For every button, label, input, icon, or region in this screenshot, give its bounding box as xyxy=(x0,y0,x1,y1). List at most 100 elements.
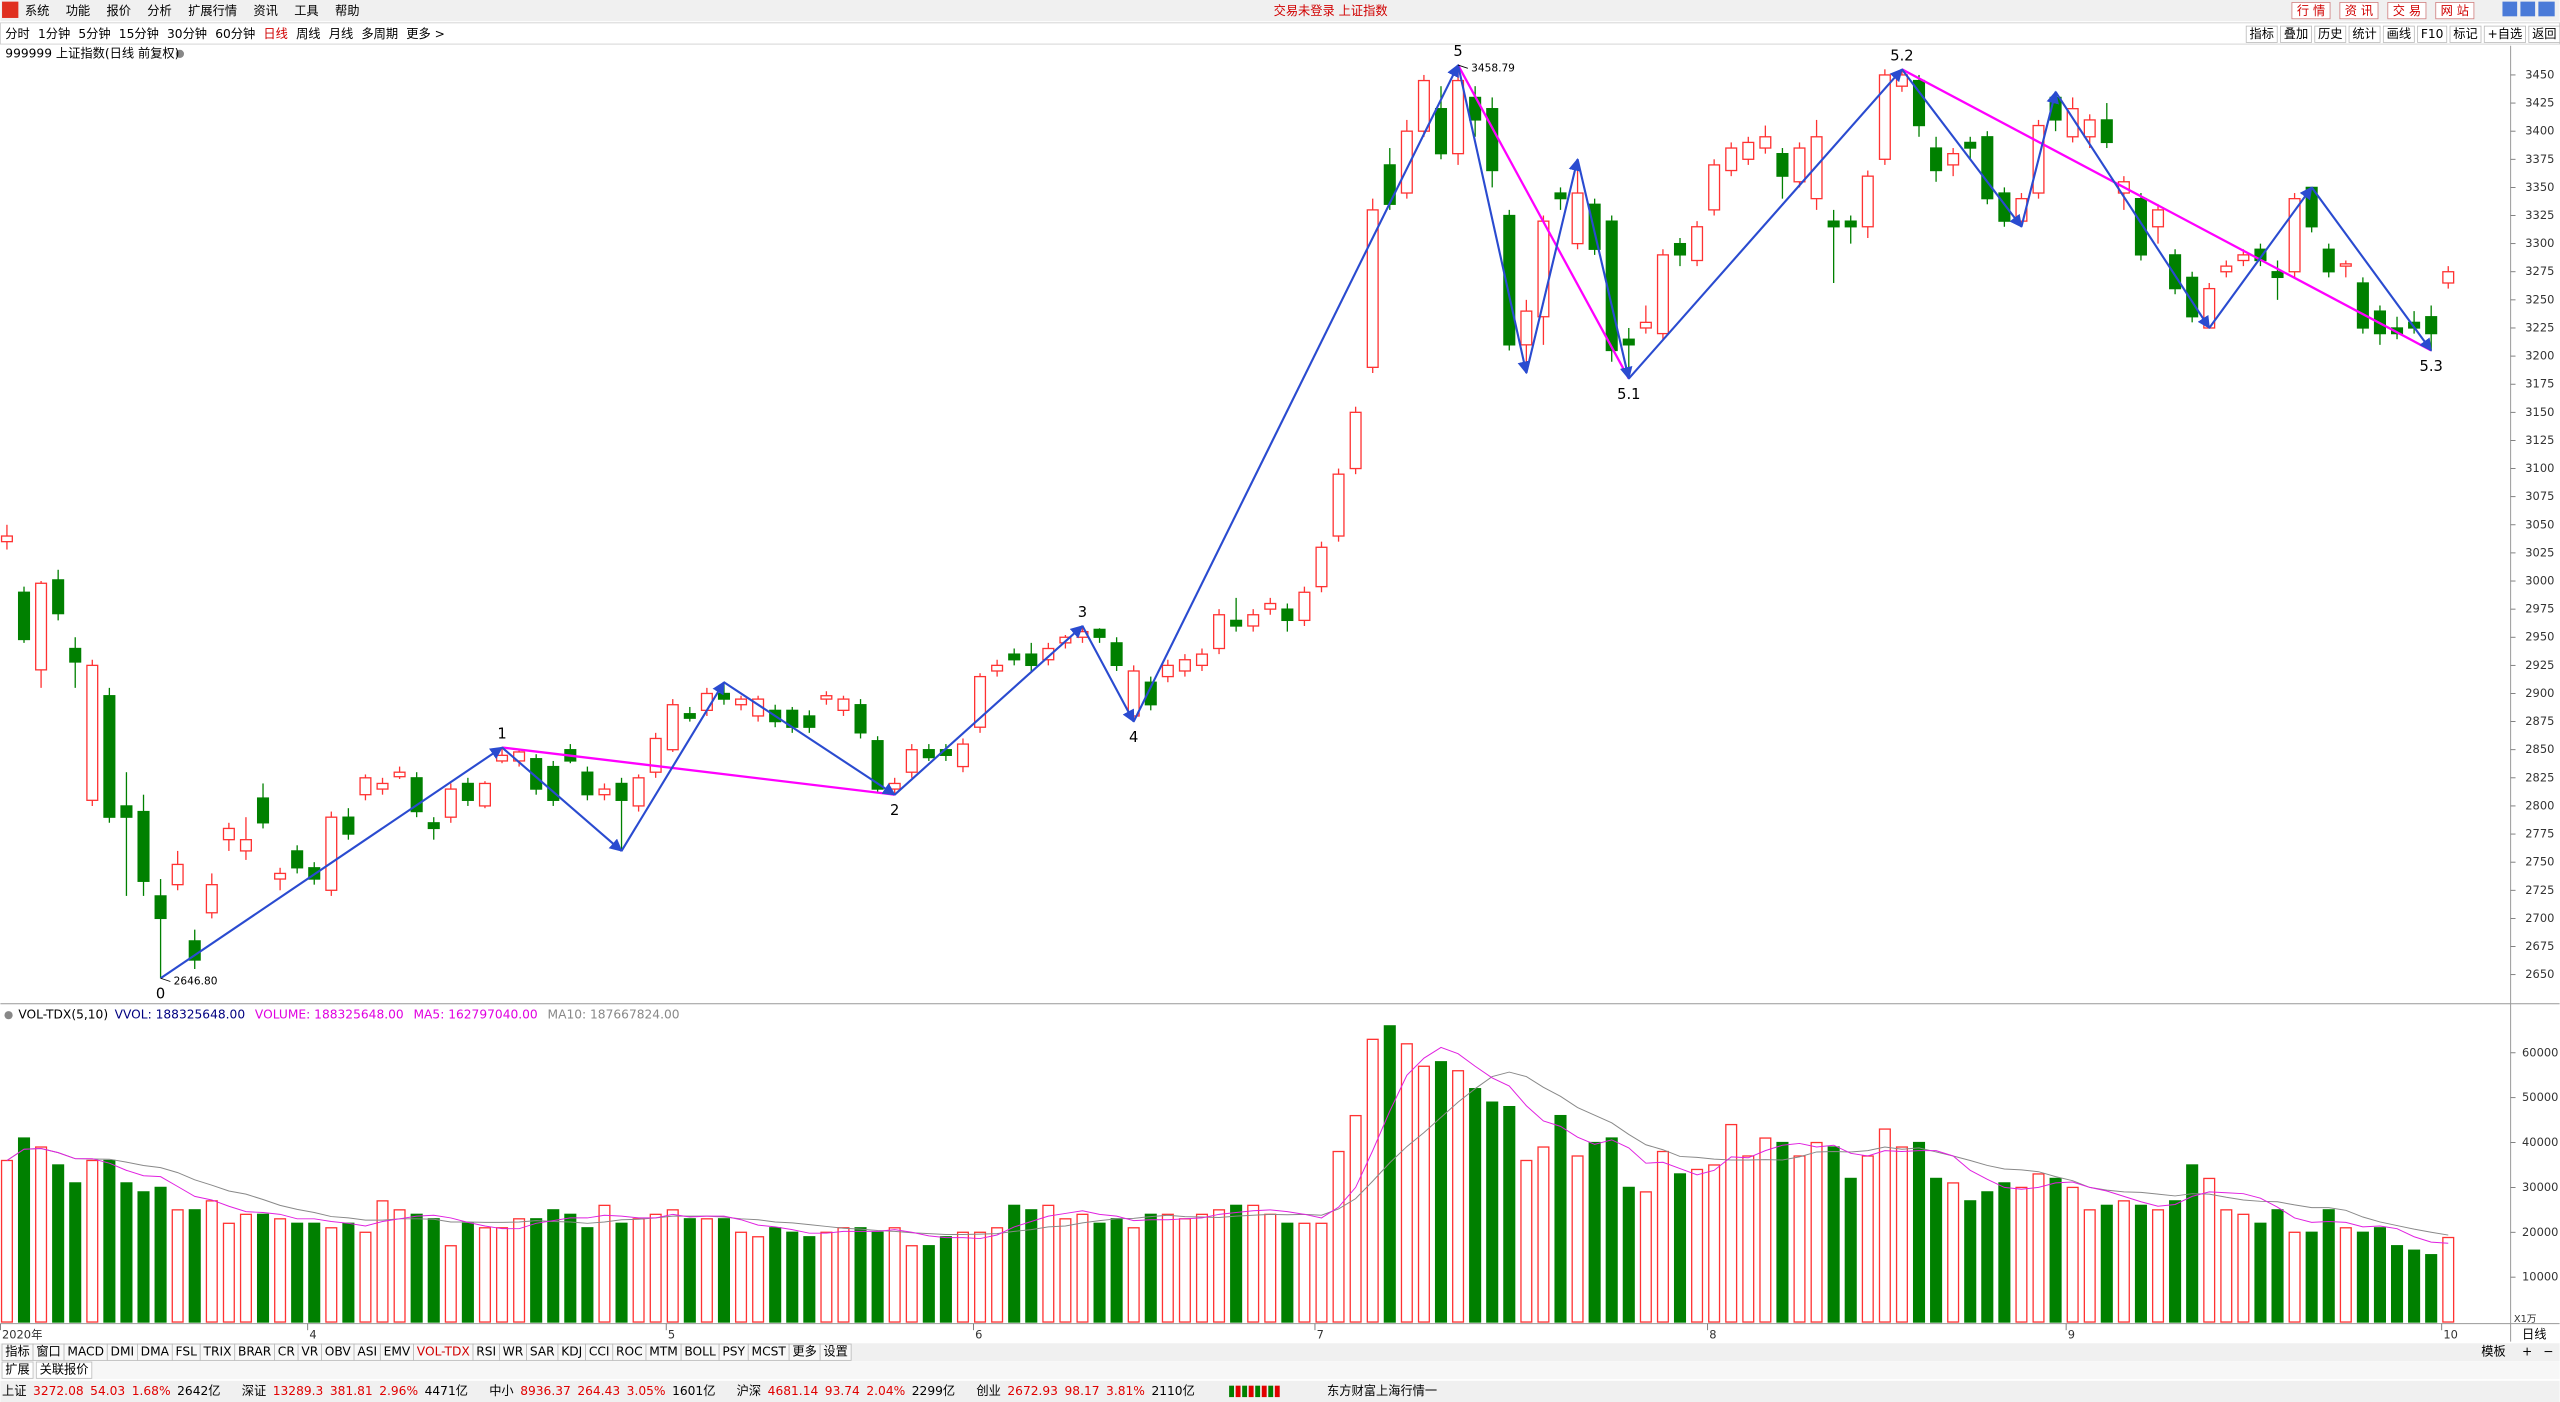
indicator-tab[interactable]: BRAR xyxy=(238,1345,272,1359)
candle-body xyxy=(1895,74,1908,87)
indicator-tab[interactable]: WR xyxy=(503,1345,524,1359)
indicator-tab[interactable]: 指标 xyxy=(5,1344,29,1359)
volume-bar xyxy=(1793,1155,1806,1323)
menu-item[interactable]: 报价 xyxy=(107,3,131,18)
menu-item[interactable]: 扩展行情 xyxy=(188,4,237,18)
status-item: 2.96% xyxy=(379,1384,418,1398)
menu-item[interactable]: 系统 xyxy=(25,4,49,18)
volume-bar xyxy=(581,1227,594,1323)
volume-bar xyxy=(137,1191,150,1323)
indicator-tab[interactable]: OBV xyxy=(325,1345,352,1359)
vol-icon xyxy=(4,1011,13,1020)
period-tab[interactable]: 15分钟 xyxy=(119,26,159,41)
tool-button[interactable]: 统计 xyxy=(2352,27,2376,41)
volume-bar xyxy=(1947,1182,1960,1323)
tool-button[interactable]: 历史 xyxy=(2318,27,2342,41)
indicator-tab[interactable]: CCI xyxy=(589,1345,610,1359)
top-button[interactable]: 网 站 xyxy=(2441,4,2469,18)
indicator-tab[interactable]: MTM xyxy=(649,1345,678,1359)
top-button[interactable]: 资 讯 xyxy=(2345,4,2373,18)
indicator-tab[interactable]: DMA xyxy=(141,1345,170,1359)
tool-button[interactable]: 指标 xyxy=(2249,26,2273,41)
menu-item[interactable]: 资讯 xyxy=(253,4,277,18)
indicator-tab[interactable]: VOL-TDX xyxy=(417,1345,470,1359)
tool-button[interactable]: +自选 xyxy=(2488,27,2523,41)
indicator-tab[interactable]: PSY xyxy=(722,1345,745,1359)
top-button[interactable]: 交 易 xyxy=(2393,3,2421,18)
candle-body xyxy=(1144,681,1157,706)
indicator-tab[interactable]: VR xyxy=(301,1345,318,1359)
zoom-out[interactable]: − xyxy=(2543,1345,2553,1359)
candle-body xyxy=(871,740,884,790)
x-tick-label: 2020年 xyxy=(2,1328,42,1342)
tool-button[interactable]: 叠加 xyxy=(2284,27,2308,41)
indicator-tab[interactable]: 窗口 xyxy=(36,1345,60,1359)
indicator-tab[interactable]: DMI xyxy=(111,1345,135,1359)
ext-tab[interactable]: 扩展 xyxy=(5,1363,29,1377)
indicator-tab[interactable]: ROC xyxy=(616,1345,643,1359)
period-tab[interactable]: 1分钟 xyxy=(38,26,70,41)
top-button-box xyxy=(2435,2,2475,20)
volume-bar xyxy=(1059,1218,1072,1323)
tool-button[interactable]: 画线 xyxy=(2387,27,2411,41)
indicator-tab[interactable]: RSI xyxy=(476,1345,496,1359)
status-item: 上证 xyxy=(2,1384,26,1398)
period-tab[interactable]: 周线 xyxy=(296,27,320,41)
period-tab[interactable]: 30分钟 xyxy=(167,26,207,41)
y-tick-label: 3350 xyxy=(2525,180,2554,194)
period-tab[interactable]: 60分钟 xyxy=(215,26,255,41)
indicator-tab[interactable]: TRIX xyxy=(202,1345,231,1359)
indicator-tab[interactable]: MACD xyxy=(67,1345,104,1359)
window-max[interactable] xyxy=(2520,1,2536,17)
volume-bar xyxy=(325,1227,338,1323)
zoom-in[interactable]: + xyxy=(2522,1345,2532,1359)
indicator-tab[interactable]: 更多 xyxy=(792,1345,816,1359)
candle-body xyxy=(444,788,457,818)
candle-body xyxy=(1349,411,1362,470)
wave-label: 5.3 xyxy=(2420,358,2443,375)
candle-body xyxy=(530,758,543,790)
period-tab[interactable]: 5分钟 xyxy=(78,26,110,41)
status-indicator xyxy=(1248,1385,1254,1398)
indicator-tab[interactable]: BOLL xyxy=(684,1345,716,1359)
volume-bar xyxy=(2288,1231,2301,1323)
candle-body xyxy=(1947,153,1960,166)
menu-item[interactable]: 分析 xyxy=(147,4,171,18)
top-button[interactable]: 行 情 xyxy=(2297,4,2325,18)
indicator-tab[interactable]: KDJ xyxy=(561,1345,582,1359)
price-label: 2646.80 xyxy=(174,975,218,987)
menu-item[interactable]: 工具 xyxy=(294,4,318,18)
indicator-tab[interactable]: SAR xyxy=(530,1345,555,1359)
period-tab[interactable]: 更多 > xyxy=(406,27,445,41)
candle-body xyxy=(837,698,850,711)
status-item: 4471亿 xyxy=(425,1383,468,1398)
indicator-tab[interactable]: FSL xyxy=(176,1345,198,1359)
menu-item[interactable]: 帮助 xyxy=(335,4,359,18)
tool-button[interactable]: 标记 xyxy=(2453,27,2477,41)
tool-button-box xyxy=(2245,25,2278,43)
candle-body xyxy=(1127,670,1140,717)
ext-tab-box xyxy=(35,1361,93,1379)
menu-item[interactable]: 功能 xyxy=(66,4,90,18)
volume-bar xyxy=(1008,1204,1021,1323)
status-item: 3.81% xyxy=(1106,1384,1145,1398)
indicator-tab[interactable]: EMV xyxy=(384,1345,411,1359)
period-tab[interactable]: 分时 xyxy=(5,27,29,41)
indicator-tab[interactable]: CR xyxy=(278,1345,296,1359)
indicator-tab[interactable]: ASI xyxy=(357,1345,377,1359)
period-tab[interactable]: 月线 xyxy=(329,27,353,41)
ext-tab[interactable]: 关联报价 xyxy=(40,1362,89,1377)
indicator-tab[interactable]: 设置 xyxy=(823,1345,847,1359)
tool-button[interactable]: 返回 xyxy=(2532,27,2556,41)
template[interactable]: 模板 xyxy=(2481,1345,2505,1359)
window-close[interactable] xyxy=(2538,1,2555,17)
volume-bar xyxy=(495,1227,509,1323)
period-tab[interactable]: 多周期 xyxy=(361,27,398,41)
candle-body xyxy=(2066,108,2079,138)
tool-button[interactable]: F10 xyxy=(2421,27,2444,41)
header-icon xyxy=(175,49,185,58)
indicator-tab[interactable]: MCST xyxy=(752,1345,787,1359)
wave-arrow xyxy=(893,625,1084,796)
period-tab[interactable]: 日线 xyxy=(263,27,287,41)
window-min[interactable] xyxy=(2502,1,2518,17)
